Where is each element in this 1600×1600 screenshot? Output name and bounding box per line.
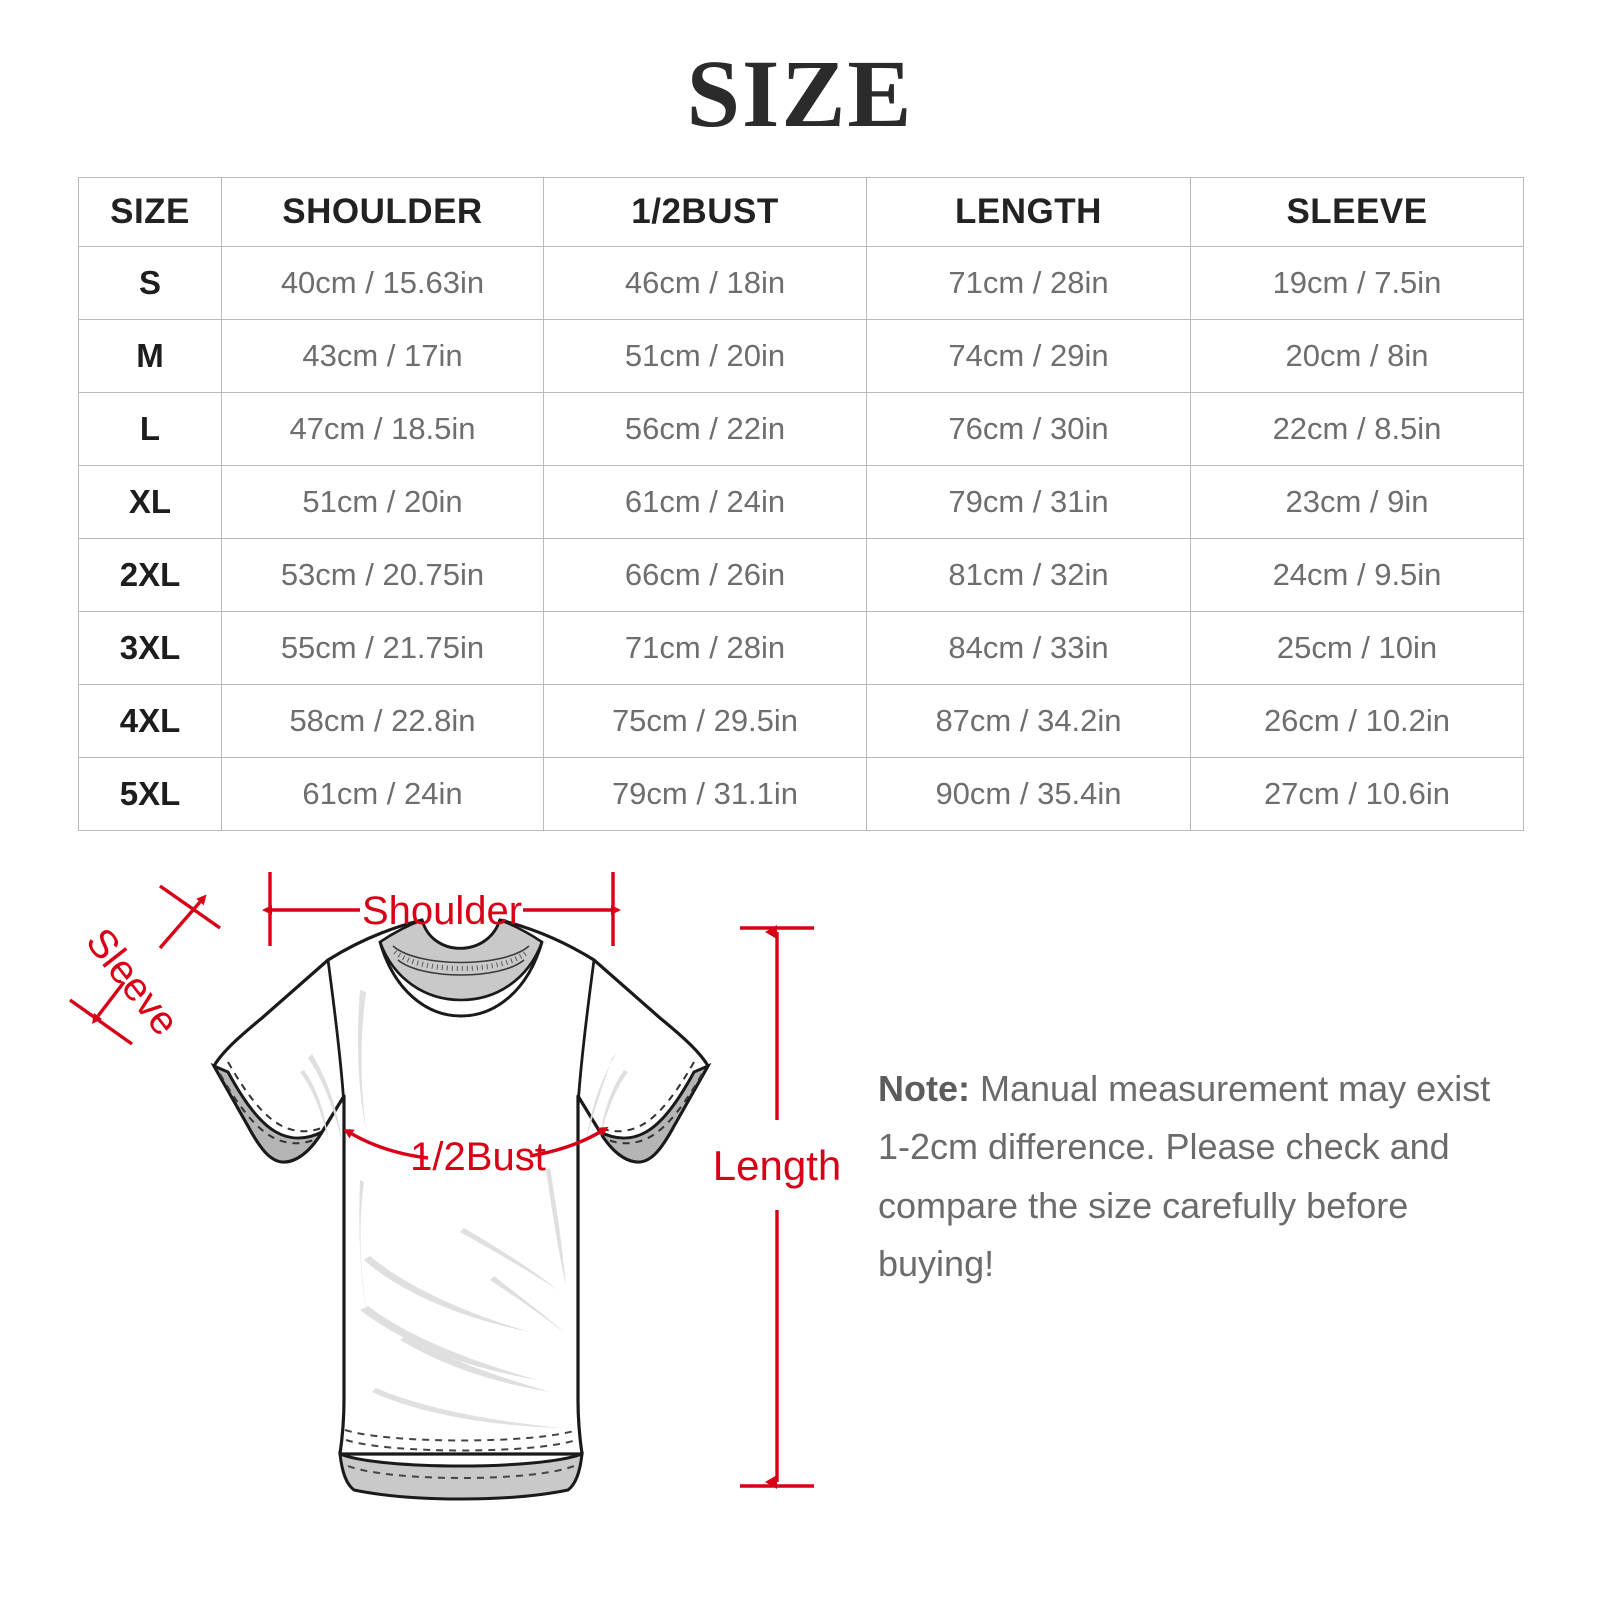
- table-row: XL 51cm / 20in 61cm / 24in 79cm / 31in 2…: [78, 465, 1524, 539]
- cell-size: S: [78, 246, 222, 320]
- length-label: Length: [713, 1142, 841, 1189]
- measurement-diagram: Shoulder Sleeve 1/2Bust Leng: [0, 840, 1600, 1600]
- cell-length: 84cm / 33in: [866, 611, 1191, 685]
- cell-shoulder: 47cm / 18.5in: [221, 392, 544, 466]
- cell-shoulder: 61cm / 24in: [221, 757, 544, 831]
- cell-bust: 61cm / 24in: [543, 465, 867, 539]
- table-row: S 40cm / 15.63in 46cm / 18in 71cm / 28in…: [78, 246, 1524, 320]
- cell-size: 4XL: [78, 684, 222, 758]
- cell-bust: 46cm / 18in: [543, 246, 867, 320]
- cell-shoulder: 55cm / 21.75in: [221, 611, 544, 685]
- cell-sleeve: 20cm / 8in: [1190, 319, 1524, 393]
- cell-size: XL: [78, 465, 222, 539]
- cell-bust: 66cm / 26in: [543, 538, 867, 612]
- shoulder-dimension-arrow: [262, 872, 621, 946]
- cell-size: L: [78, 392, 222, 466]
- table-row: 5XL 61cm / 24in 79cm / 31.1in 90cm / 35.…: [78, 757, 1524, 831]
- table-header-row: SIZE SHOULDER 1/2BUST LENGTH SLEEVE: [78, 177, 1524, 247]
- table-row: 3XL 55cm / 21.75in 71cm / 28in 84cm / 33…: [78, 611, 1524, 685]
- cell-sleeve: 26cm / 10.2in: [1190, 684, 1524, 758]
- column-header-sleeve: SLEEVE: [1190, 177, 1524, 247]
- cell-shoulder: 51cm / 20in: [221, 465, 544, 539]
- cell-length: 90cm / 35.4in: [866, 757, 1191, 831]
- length-dimension-arrow: Length: [713, 925, 841, 1489]
- cell-shoulder: 53cm / 20.75in: [221, 538, 544, 612]
- sleeve-dimension-arrow: [69, 884, 221, 1046]
- cell-length: 76cm / 30in: [866, 392, 1191, 466]
- cell-sleeve: 22cm / 8.5in: [1190, 392, 1524, 466]
- column-header-size: SIZE: [78, 177, 222, 247]
- cell-sleeve: 19cm / 7.5in: [1190, 246, 1524, 320]
- column-header-length: LENGTH: [866, 177, 1191, 247]
- page-title: SIZE: [686, 40, 914, 147]
- cell-sleeve: 27cm / 10.6in: [1190, 757, 1524, 831]
- measurement-note: Note: Manual measurement may exist 1-2cm…: [878, 1060, 1508, 1293]
- cell-size: 3XL: [78, 611, 222, 685]
- cell-shoulder: 58cm / 22.8in: [221, 684, 544, 758]
- note-text: Manual measurement may exist 1-2cm diffe…: [878, 1068, 1491, 1284]
- column-header-shoulder: SHOULDER: [221, 177, 544, 247]
- cell-bust: 56cm / 22in: [543, 392, 867, 466]
- size-chart-table-container: SIZE SHOULDER 1/2BUST LENGTH SLEEVE S 40…: [78, 177, 1524, 831]
- cell-length: 81cm / 32in: [866, 538, 1191, 612]
- cell-shoulder: 40cm / 15.63in: [221, 246, 544, 320]
- cell-length: 74cm / 29in: [866, 319, 1191, 393]
- cell-size: 2XL: [78, 538, 222, 612]
- table-row: M 43cm / 17in 51cm / 20in 74cm / 29in 20…: [78, 319, 1524, 393]
- cell-sleeve: 24cm / 9.5in: [1190, 538, 1524, 612]
- cell-sleeve: 23cm / 9in: [1190, 465, 1524, 539]
- table-row: L 47cm / 18.5in 56cm / 22in 76cm / 30in …: [78, 392, 1524, 466]
- cell-bust: 75cm / 29.5in: [543, 684, 867, 758]
- cell-bust: 79cm / 31.1in: [543, 757, 867, 831]
- tshirt-illustration: Shoulder Sleeve 1/2Bust: [69, 872, 712, 1501]
- table-row: 2XL 53cm / 20.75in 66cm / 26in 81cm / 32…: [78, 538, 1524, 612]
- cell-shoulder: 43cm / 17in: [221, 319, 544, 393]
- cell-length: 71cm / 28in: [866, 246, 1191, 320]
- cell-length: 79cm / 31in: [866, 465, 1191, 539]
- cell-length: 87cm / 34.2in: [866, 684, 1191, 758]
- cell-bust: 51cm / 20in: [543, 319, 867, 393]
- cell-sleeve: 25cm / 10in: [1190, 611, 1524, 685]
- shoulder-label: Shoulder: [362, 889, 522, 933]
- note-label: Note:: [878, 1068, 970, 1109]
- table-row: 4XL 58cm / 22.8in 75cm / 29.5in 87cm / 3…: [78, 684, 1524, 758]
- half-bust-label: 1/2Bust: [410, 1135, 546, 1179]
- cell-bust: 71cm / 28in: [543, 611, 867, 685]
- size-chart-table: SIZE SHOULDER 1/2BUST LENGTH SLEEVE S 40…: [78, 177, 1524, 831]
- cell-size: 5XL: [78, 757, 222, 831]
- tshirt-body-shape: [210, 918, 712, 1501]
- sleeve-label: Sleeve: [77, 920, 187, 1043]
- column-header-bust: 1/2BUST: [543, 177, 867, 247]
- cell-size: M: [78, 319, 222, 393]
- half-bust-dimension-arrow: [343, 1126, 609, 1160]
